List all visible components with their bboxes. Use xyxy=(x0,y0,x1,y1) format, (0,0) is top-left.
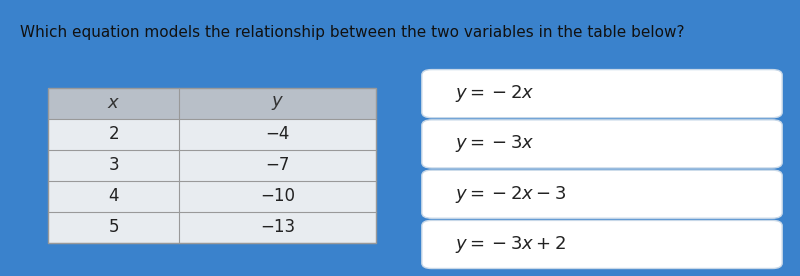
Text: −10: −10 xyxy=(260,187,295,205)
Text: $y$: $y$ xyxy=(271,94,284,112)
Text: 4: 4 xyxy=(109,187,119,205)
Text: 3: 3 xyxy=(109,156,119,174)
Text: −13: −13 xyxy=(260,218,295,236)
Text: $y = -3x + 2$: $y = -3x + 2$ xyxy=(455,234,566,255)
FancyBboxPatch shape xyxy=(422,120,782,168)
Text: Which equation models the relationship between the two variables in the table be: Which equation models the relationship b… xyxy=(20,25,685,40)
FancyBboxPatch shape xyxy=(422,220,782,269)
Text: −7: −7 xyxy=(266,156,290,174)
Text: $x$: $x$ xyxy=(107,94,121,112)
FancyBboxPatch shape xyxy=(49,212,376,243)
Text: $y = -3x$: $y = -3x$ xyxy=(455,133,535,154)
Text: 5: 5 xyxy=(109,218,119,236)
FancyBboxPatch shape xyxy=(49,119,376,150)
Text: 2: 2 xyxy=(109,125,119,143)
Text: $y = -2x - 3$: $y = -2x - 3$ xyxy=(455,184,567,205)
FancyBboxPatch shape xyxy=(422,70,782,118)
FancyBboxPatch shape xyxy=(49,88,376,119)
Text: −4: −4 xyxy=(266,125,290,143)
FancyBboxPatch shape xyxy=(49,181,376,212)
FancyBboxPatch shape xyxy=(49,150,376,181)
FancyBboxPatch shape xyxy=(422,170,782,218)
Text: $y = -2x$: $y = -2x$ xyxy=(455,83,535,104)
